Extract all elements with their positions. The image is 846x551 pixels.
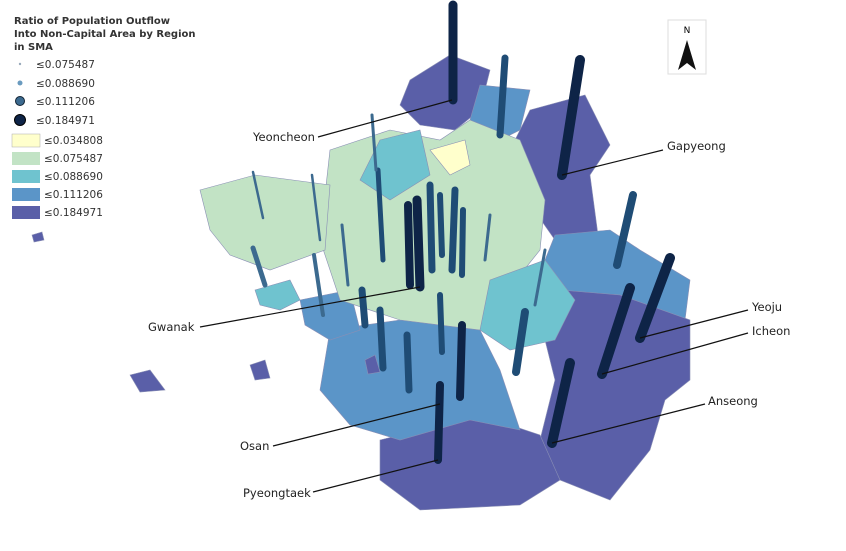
legend-title: Into Non-Capital Area by Region [14,29,196,40]
bar [483,213,492,262]
bar [370,113,378,172]
legend-symbol [17,80,23,86]
legend-label: ≤0.075487 [36,59,95,71]
bar [557,55,585,180]
region [429,139,471,176]
legend-label: ≤0.184971 [44,207,103,219]
bar [434,381,444,464]
legend-label: ≤0.111206 [36,96,95,108]
bar [251,170,265,220]
leader-line [312,459,439,493]
bar [310,173,322,242]
map [31,54,691,511]
bars [250,0,675,464]
north-label: N [684,26,691,36]
bar [613,191,637,269]
bar [412,195,425,292]
bar [358,286,369,329]
legend-symbol [18,62,22,66]
leader-line [601,332,749,375]
legend-symbol [14,114,26,126]
region-label: Yeoju [751,300,782,314]
region [319,319,521,441]
legend: Ratio of Population Outflow Into Non-Cap… [11,16,196,219]
leader-line [561,149,664,176]
legend-label: ≤0.088690 [36,78,95,90]
north-arrow: N [667,19,707,75]
legend-title: in SMA [14,42,53,53]
legend-label: ≤0.075487 [44,153,103,165]
region-label: Anseong [708,394,758,408]
legend-label: ≤0.088690 [44,171,103,183]
leader-line [639,309,749,339]
legend-swatch [12,206,40,219]
bar [376,306,387,372]
region [254,279,301,311]
island [129,369,166,393]
bar [250,245,268,288]
bar [404,201,414,289]
region-label: Gwanak [148,320,195,334]
region [479,259,576,351]
bar [635,253,675,343]
region-label: Gapyeong [667,139,726,153]
legend-swatch [12,188,40,201]
island [364,354,381,375]
legend-swatch [11,133,41,148]
bar [456,321,466,401]
region-label: Osan [240,439,269,453]
leader-line [317,99,453,138]
bar [437,192,445,258]
region-label: Pyeongtaek [243,486,311,500]
leader-line [272,403,441,447]
north-arrow-icon [678,40,696,70]
legend-label: ≤0.111206 [44,189,103,201]
bar [547,358,575,448]
leaders [199,99,749,493]
region [539,289,691,501]
region-label: Icheon [752,324,790,338]
legend-label: ≤0.184971 [36,115,95,127]
bar [437,292,445,355]
legend-swatch [12,170,40,183]
bar [448,186,459,274]
legend-symbol [15,96,25,106]
bar [459,207,466,278]
leader-line [551,403,706,444]
region [199,174,331,271]
legend-title: Ratio of Population Outflow [14,16,170,27]
legend-swatch [12,152,40,165]
island [249,359,271,381]
legend-label: ≤0.034808 [44,135,103,147]
bar [403,331,413,394]
bar [496,54,509,139]
bar [597,283,635,379]
island [31,231,45,243]
region-label: Yeoncheon [252,130,315,144]
bar [533,248,547,307]
leader-line [199,286,421,328]
bar [340,223,350,287]
bar [426,181,436,274]
bar [375,167,386,263]
bar [512,308,529,376]
